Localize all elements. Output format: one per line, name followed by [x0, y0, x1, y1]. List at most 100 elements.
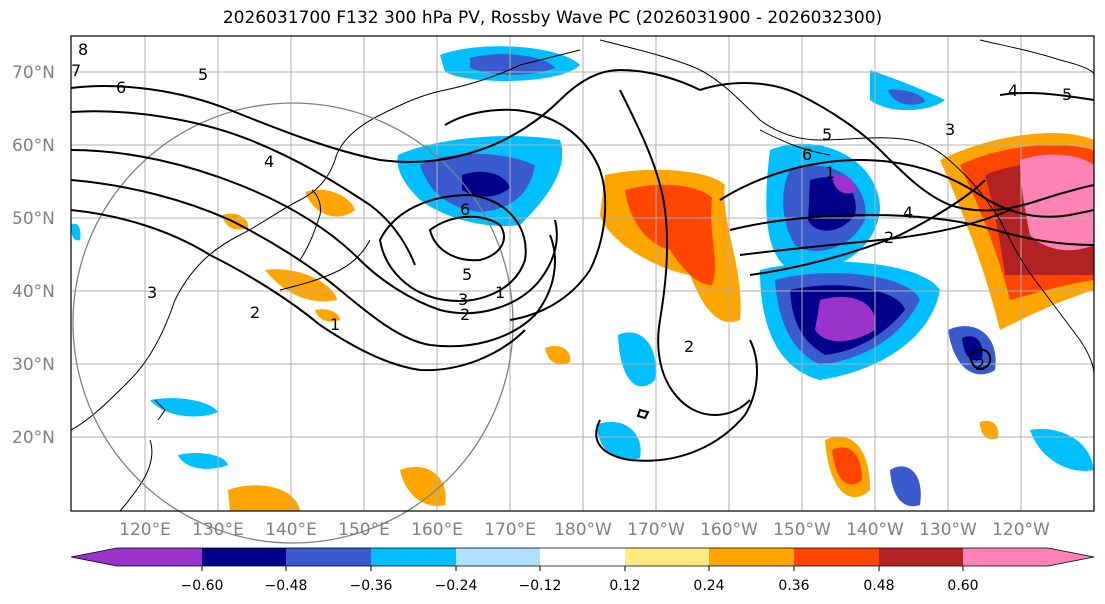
negative-anomaly-small-4	[870, 70, 945, 111]
positive-anomaly-small-9	[315, 309, 340, 322]
lat-label: 30°N	[12, 355, 55, 375]
colorbar-segment	[371, 548, 456, 566]
lon-label: 150°W	[773, 520, 831, 540]
negative-anomaly-small-8	[178, 453, 228, 469]
colorbar-segment	[456, 548, 540, 566]
contour-label: 5	[1062, 85, 1072, 104]
colorbar-tick-label: 0.24	[693, 578, 724, 594]
negative-anomaly-nw-pacific-inner	[462, 171, 510, 197]
negative-anomaly-gulf-purple	[832, 174, 856, 194]
colorbar-segment	[794, 548, 879, 566]
contour-label: 2	[460, 305, 470, 324]
contour-label: 2	[975, 355, 985, 374]
contour-label: 1	[495, 283, 505, 302]
negative-anomaly-small-7	[150, 398, 218, 417]
lat-label: 60°N	[12, 136, 55, 156]
positive-anomaly-small-5-core	[832, 447, 862, 485]
pv-contours	[70, 68, 1095, 462]
lat-label: 50°N	[12, 209, 55, 229]
contour-label: 6	[802, 145, 812, 164]
contour-label: 5	[822, 125, 832, 144]
colorbar: −0.60 −0.48 −0.36 −0.24 −0.12 0.12 0.24 …	[70, 547, 1095, 594]
positive-anomaly-small-6	[545, 345, 571, 365]
colorbar-extend-low	[71, 548, 117, 566]
contour-label: 7	[71, 61, 81, 80]
contour-label: 1	[330, 315, 340, 334]
contour-label: 1	[825, 163, 835, 182]
map-title: 2026031700 F132 300 hPa PV, Rossby Wave …	[222, 8, 883, 28]
positive-anomaly-central-core	[625, 184, 715, 285]
colorbar-segment	[625, 548, 709, 566]
colorbar-segments	[70, 547, 1095, 567]
lon-label: 160°W	[700, 520, 758, 540]
negative-anomaly-small-2-core	[962, 336, 983, 361]
contour-label: 4	[903, 203, 913, 222]
positive-anomaly-small-3	[400, 466, 446, 506]
colorbar-tick-label: −0.36	[350, 578, 393, 594]
colorbar-segment	[286, 548, 371, 566]
lon-label: 140°W	[846, 520, 904, 540]
colorbar-segment	[709, 548, 794, 566]
colorbar-tick-label: −0.12	[519, 578, 562, 594]
colorbar-tick-label: −0.60	[181, 578, 224, 594]
lon-label: 130°W	[919, 520, 977, 540]
lon-label: 160°E	[411, 520, 463, 540]
contour-label: 3	[945, 120, 955, 139]
colorbar-tick-label: 0.60	[947, 578, 978, 594]
colorbar-tick-label: 0.36	[778, 578, 809, 594]
contour-label: 3	[458, 290, 468, 309]
colorbar-extend-high	[1048, 548, 1094, 566]
lat-label: 70°N	[12, 63, 55, 83]
positive-anomaly-west-coast-pink	[1020, 154, 1094, 251]
contour-label: 4	[1008, 81, 1018, 100]
colorbar-segment	[202, 548, 286, 566]
lat-label: 40°N	[12, 282, 55, 302]
contour-labels: 8 7 6 5 4 3 2 1 6 5 3 2 1 2 5 6 1 4 2 4 …	[71, 40, 1072, 374]
negative-anomaly-small-5	[890, 466, 921, 507]
lat-label: 20°N	[12, 428, 55, 448]
lon-label: 120°E	[119, 520, 171, 540]
lon-label: 130°E	[192, 520, 244, 540]
negative-anomaly-bering-core	[470, 54, 555, 75]
coastlines	[70, 39, 1095, 512]
lon-label: 120°W	[992, 520, 1050, 540]
contour-label: 6	[460, 200, 470, 219]
lon-label: 180°W	[554, 520, 612, 540]
positive-anomaly-small-2	[265, 269, 337, 302]
contour-label: 2	[884, 228, 894, 247]
contour-label: 5	[462, 265, 472, 284]
colorbar-outline	[70, 547, 1095, 567]
positive-anomaly-small-7	[980, 420, 999, 440]
colorbar-ticks	[201, 566, 964, 571]
negative-anomaly-central-purple	[815, 296, 876, 342]
colorbar-tick-label: −0.24	[435, 578, 478, 594]
latitude-labels: 70°N 60°N 50°N 40°N 30°N 20°N	[12, 63, 55, 448]
lon-label: 140°E	[265, 520, 317, 540]
contour-label: 4	[264, 152, 274, 171]
colorbar-tick-labels: −0.60 −0.48 −0.36 −0.24 −0.12 0.12 0.24 …	[181, 578, 979, 594]
positive-anomaly-small-4	[228, 485, 300, 511]
lon-label: 170°E	[484, 520, 536, 540]
colorbar-tick-label: 0.48	[863, 578, 894, 594]
negative-anomaly-small-6	[1030, 429, 1094, 471]
colorbar-segment	[879, 548, 963, 566]
map-frame	[70, 35, 1095, 512]
colorbar-segment	[963, 548, 1048, 566]
colorbar-tick-label: 0.12	[609, 578, 640, 594]
colorbar-segment	[540, 548, 625, 566]
contour-label: 8	[78, 40, 88, 59]
negative-anomaly-small-3	[596, 421, 641, 461]
colorbar-tick-label: −0.48	[265, 578, 308, 594]
contour-label: 3	[147, 283, 157, 302]
contour-label: 2	[250, 303, 260, 322]
colorbar-segment	[117, 548, 202, 566]
longitude-labels: 120°E 130°E 140°E 150°E 160°E 170°E 180°…	[119, 520, 1050, 540]
lon-label: 170°W	[627, 520, 685, 540]
contour-label: 6	[116, 78, 126, 97]
negative-anomaly-small-1	[618, 332, 656, 387]
contour-label: 2	[684, 337, 694, 356]
lon-label: 150°E	[338, 520, 390, 540]
contour-label: 5	[198, 65, 208, 84]
negative-anomaly-small-9	[71, 223, 81, 241]
